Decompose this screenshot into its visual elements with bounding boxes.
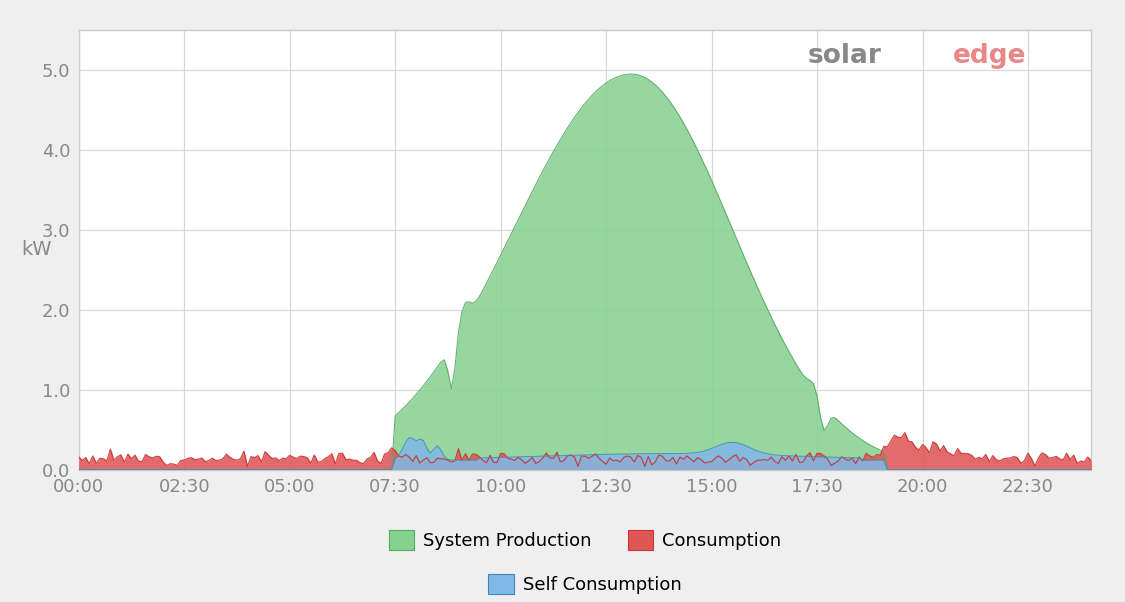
Text: edge: edge (953, 43, 1026, 69)
Text: solar: solar (808, 43, 882, 69)
Y-axis label: kW: kW (21, 240, 52, 259)
Legend: Self Consumption: Self Consumption (482, 567, 688, 601)
